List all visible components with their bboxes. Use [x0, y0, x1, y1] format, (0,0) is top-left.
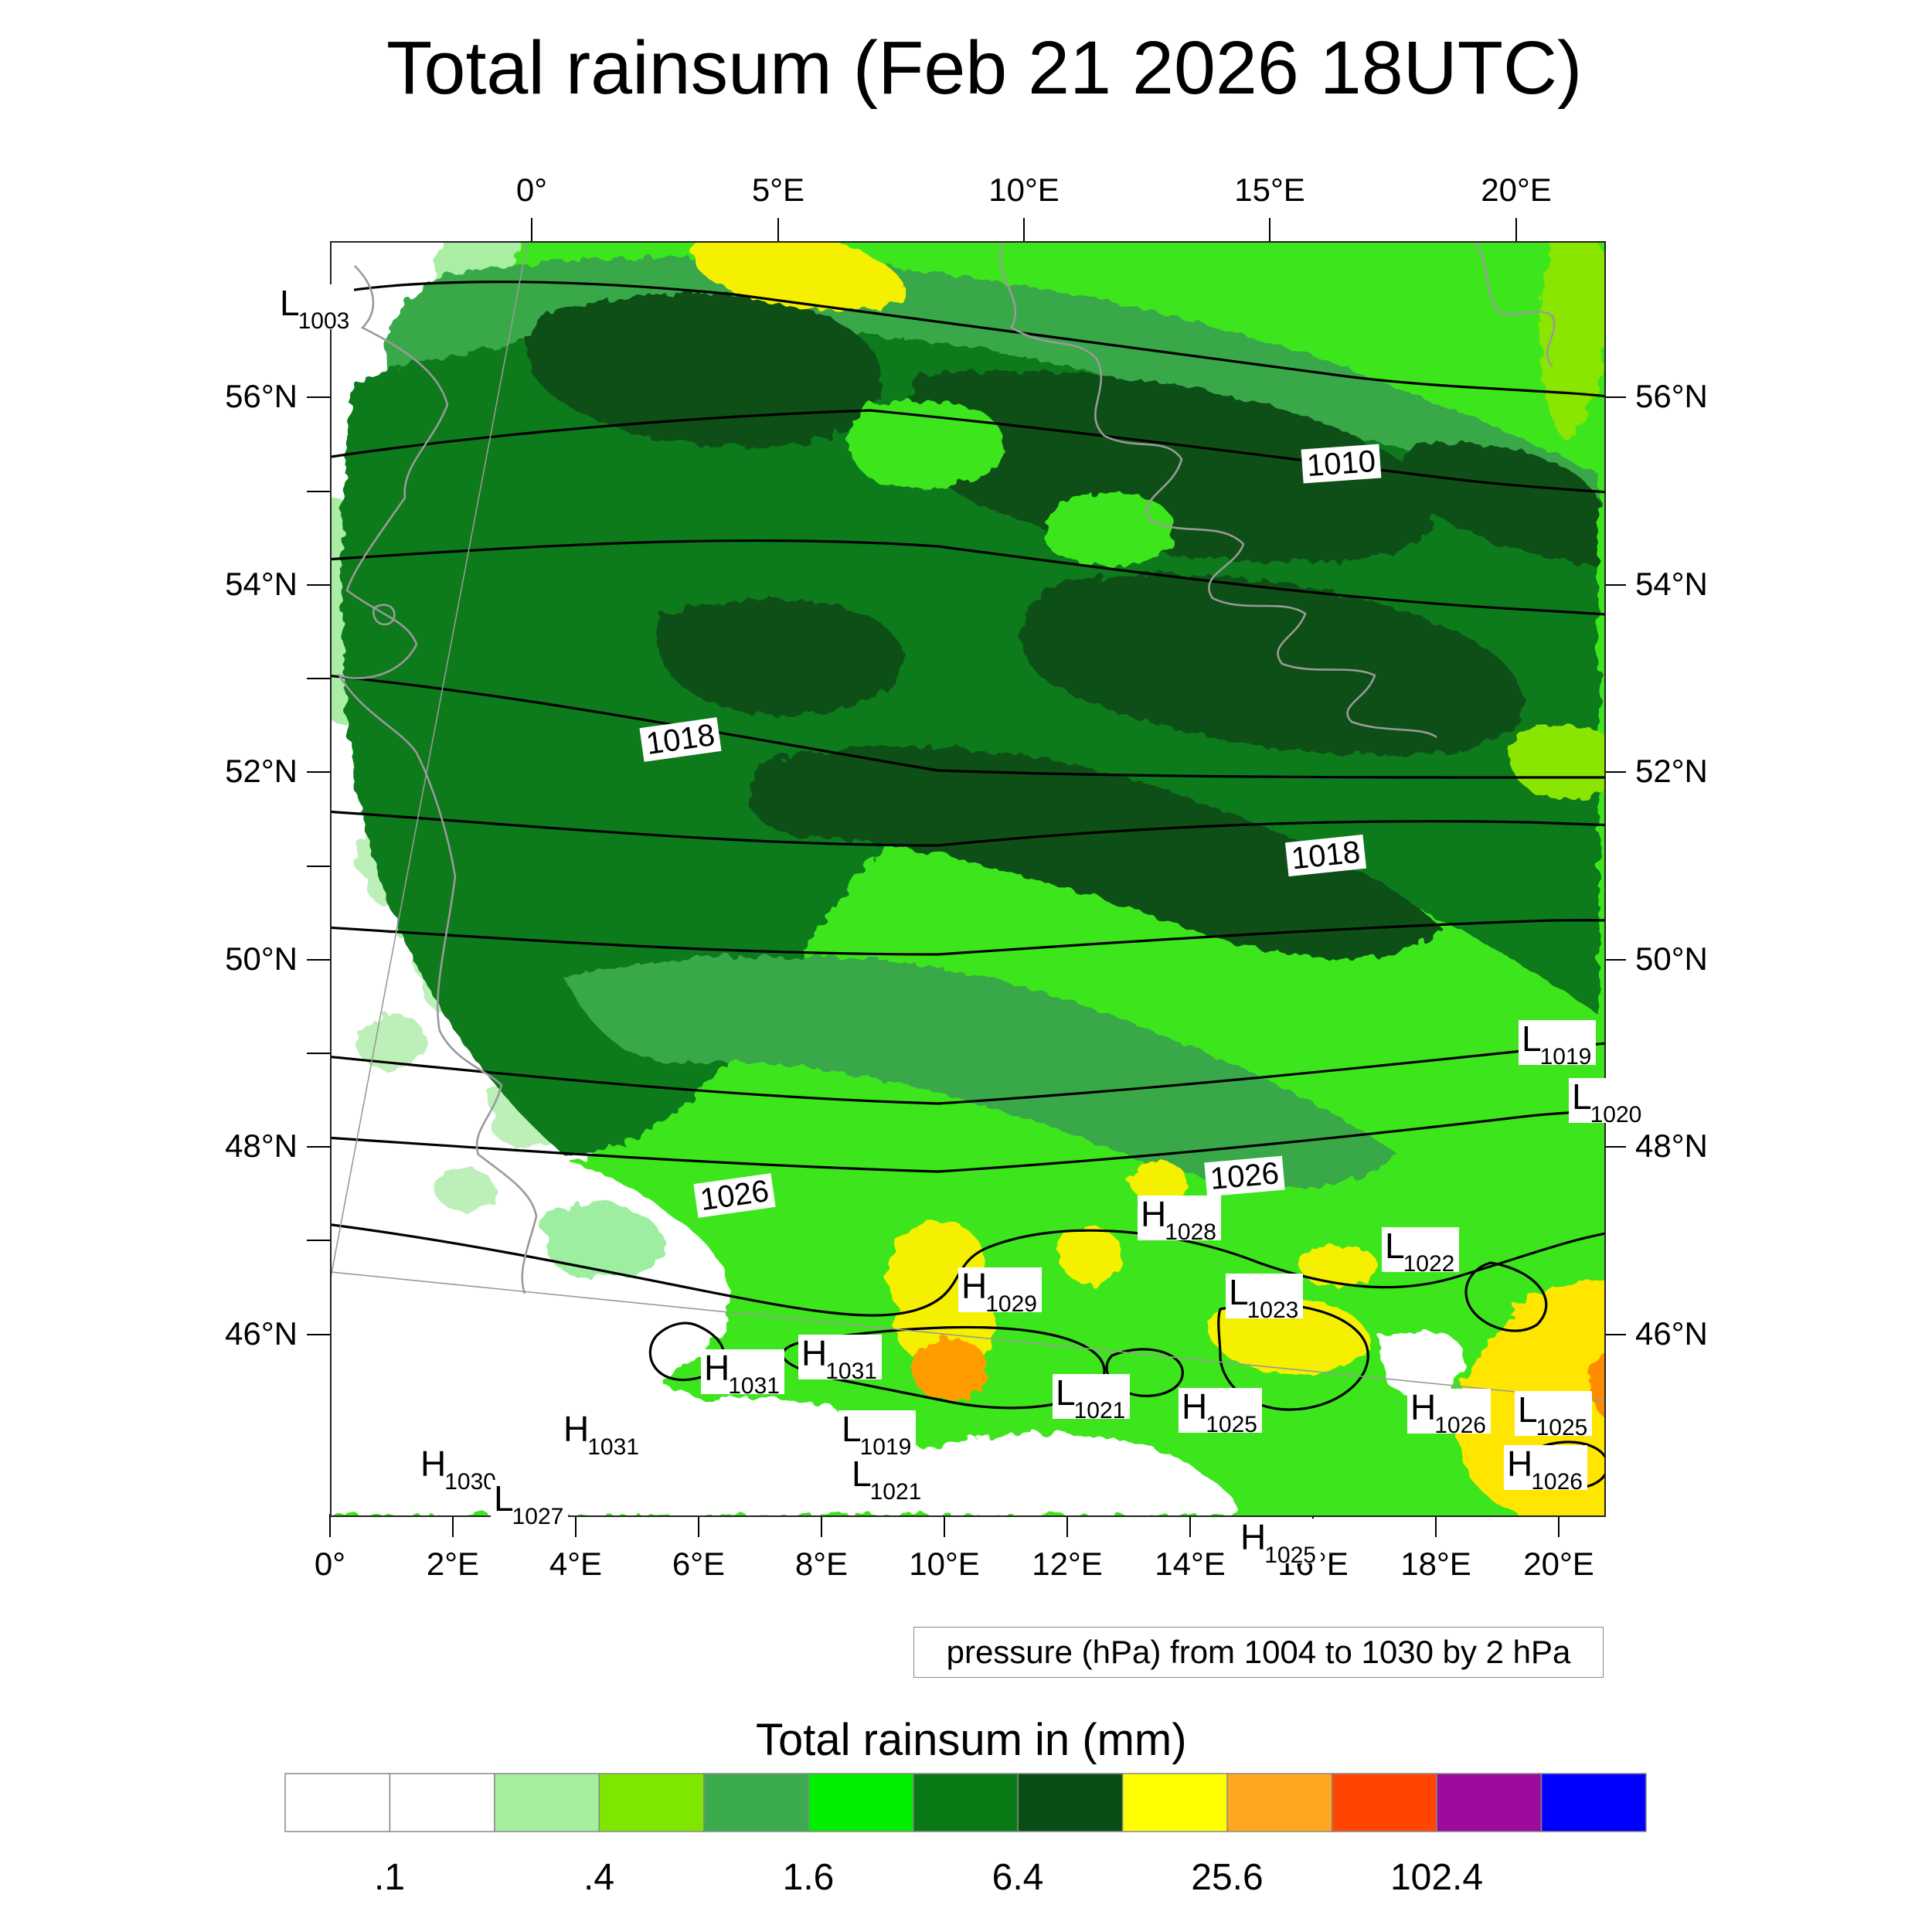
- svg-text:.1: .1: [374, 1857, 405, 1898]
- svg-text:1.6: 1.6: [783, 1857, 835, 1898]
- svg-text:6.4: 6.4: [992, 1857, 1044, 1898]
- svg-text:25.6: 25.6: [1191, 1857, 1263, 1898]
- svg-text:102.4: 102.4: [1390, 1857, 1483, 1898]
- svg-text:.4: .4: [583, 1857, 614, 1898]
